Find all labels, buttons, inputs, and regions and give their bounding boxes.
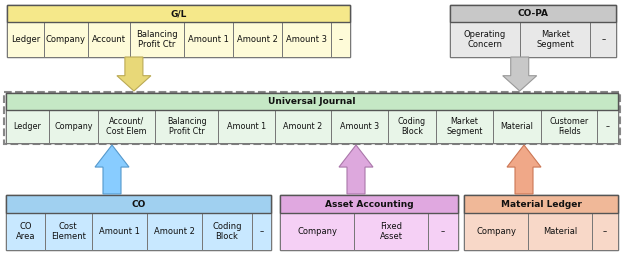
Bar <box>92 213 147 250</box>
Text: Coding
Block: Coding Block <box>212 222 241 241</box>
Bar <box>44 22 88 57</box>
Text: G/L: G/L <box>170 9 187 18</box>
Bar <box>130 22 184 57</box>
Bar <box>450 5 616 57</box>
Text: Company: Company <box>54 122 93 131</box>
Text: –: – <box>441 227 446 236</box>
Bar <box>590 22 616 57</box>
Bar <box>528 213 592 250</box>
Text: Amount 3: Amount 3 <box>340 122 379 131</box>
Bar <box>6 93 618 110</box>
Text: Amount 2: Amount 2 <box>154 227 195 236</box>
Text: Amount 2: Amount 2 <box>237 35 278 44</box>
Bar <box>4 92 620 144</box>
Bar <box>88 22 130 57</box>
Text: Coding
Block: Coding Block <box>398 117 426 136</box>
Bar <box>155 110 218 143</box>
Text: –: – <box>601 35 605 44</box>
Bar <box>280 213 354 250</box>
Bar <box>7 22 44 57</box>
Polygon shape <box>117 57 151 91</box>
Text: Market
Segment: Market Segment <box>446 117 482 136</box>
Text: Company: Company <box>46 35 86 44</box>
Text: Material: Material <box>543 227 577 236</box>
Bar <box>592 213 618 250</box>
Text: Balancing
Profit Ctr: Balancing Profit Ctr <box>167 117 207 136</box>
Bar <box>464 195 618 213</box>
Polygon shape <box>339 145 373 194</box>
Bar <box>450 22 520 57</box>
Bar <box>492 110 541 143</box>
Text: Asset Accounting: Asset Accounting <box>324 200 413 209</box>
Bar <box>388 110 436 143</box>
Text: –: – <box>339 35 343 44</box>
Text: Amount 2: Amount 2 <box>283 122 323 131</box>
Text: Cost
Element: Cost Element <box>51 222 85 241</box>
Bar <box>354 213 428 250</box>
Bar <box>6 195 271 250</box>
Text: Market
Segment: Market Segment <box>537 30 574 49</box>
Bar <box>464 195 618 250</box>
Bar <box>464 213 528 250</box>
Bar <box>7 5 350 57</box>
Text: Balancing
Profit Ctr: Balancing Profit Ctr <box>136 30 178 49</box>
Bar <box>233 22 282 57</box>
Polygon shape <box>503 57 537 91</box>
Bar <box>202 213 251 250</box>
Bar <box>218 110 275 143</box>
Text: Material: Material <box>500 122 533 131</box>
Text: Company: Company <box>297 227 337 236</box>
Text: Amount 1: Amount 1 <box>188 35 229 44</box>
Bar <box>251 213 271 250</box>
Bar <box>6 93 618 143</box>
Bar <box>541 110 597 143</box>
Text: –: – <box>259 227 263 236</box>
Text: Account/
Cost Elem: Account/ Cost Elem <box>106 117 147 136</box>
Text: Customer
Fields: Customer Fields <box>550 117 588 136</box>
Text: Amount 3: Amount 3 <box>286 35 327 44</box>
Text: Material Ledger: Material Ledger <box>500 200 582 209</box>
Bar <box>6 110 49 143</box>
Bar <box>436 110 492 143</box>
Bar <box>520 22 590 57</box>
Bar <box>428 213 458 250</box>
Bar <box>6 195 271 213</box>
Text: Universal Journal: Universal Journal <box>268 97 356 106</box>
Text: Ledger: Ledger <box>11 35 40 44</box>
Text: Operating
Concern: Operating Concern <box>464 30 506 49</box>
Text: Amount 1: Amount 1 <box>227 122 266 131</box>
Bar <box>7 5 350 22</box>
Bar <box>280 195 458 250</box>
Text: Amount 1: Amount 1 <box>99 227 140 236</box>
Text: CO
Area: CO Area <box>16 222 35 241</box>
Polygon shape <box>95 145 129 194</box>
Text: Account: Account <box>92 35 126 44</box>
Bar <box>184 22 233 57</box>
Bar <box>6 213 45 250</box>
Bar <box>331 22 350 57</box>
Text: Company: Company <box>476 227 516 236</box>
Bar <box>597 110 618 143</box>
Bar <box>282 22 331 57</box>
Bar <box>45 213 92 250</box>
Text: –: – <box>603 227 607 236</box>
Text: –: – <box>606 122 610 131</box>
Bar <box>331 110 388 143</box>
Bar <box>275 110 331 143</box>
Text: CO-PA: CO-PA <box>517 9 548 18</box>
Text: Fixed
Asset: Fixed Asset <box>380 222 402 241</box>
Bar <box>280 195 458 213</box>
Bar <box>99 110 155 143</box>
Bar <box>450 5 616 22</box>
Bar <box>49 110 99 143</box>
Bar <box>147 213 202 250</box>
Text: Ledger: Ledger <box>14 122 41 131</box>
Text: CO: CO <box>131 200 145 209</box>
Polygon shape <box>507 145 541 194</box>
